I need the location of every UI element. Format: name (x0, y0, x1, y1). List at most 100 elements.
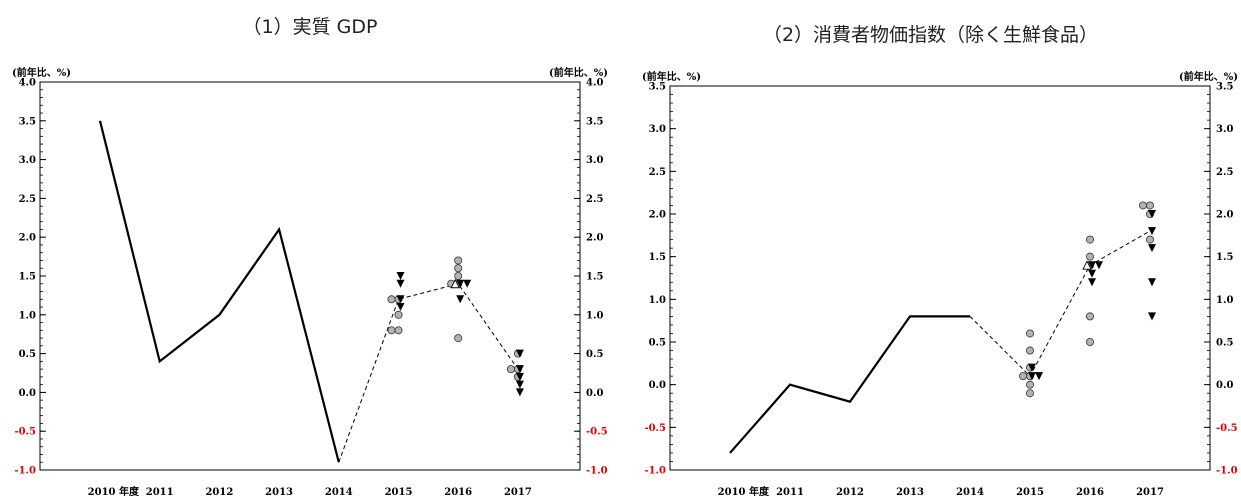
y-tick-label-right: -1.0 (586, 466, 608, 477)
y-tick-label-right: 0.0 (586, 388, 603, 399)
forecast-triangle-down-point (1088, 278, 1096, 287)
y-tick-label-left: -0.5 (14, 427, 36, 438)
y-tick-label-right: -0.5 (1216, 423, 1238, 434)
y-tick-label-right: 2.0 (586, 233, 603, 244)
forecast-triangle-down-point (1088, 261, 1096, 270)
forecast-triangle-down-point (1148, 227, 1156, 236)
forecast-triangle-down-point (1028, 372, 1036, 381)
x-tick-label: 2011 (776, 487, 804, 498)
forecast-triangle-down-point (515, 388, 524, 397)
y-tick-label-left: -0.5 (644, 423, 666, 434)
forecast-triangle-down-point (456, 279, 465, 288)
x-tick-label: 2017 (1136, 487, 1164, 498)
forecast-circle-point (454, 334, 463, 343)
y-tick-label-left: 3.5 (19, 116, 36, 127)
y-tick-label-right: 0.5 (586, 349, 603, 360)
forecast-triangle-up-point (1082, 260, 1092, 270)
unit-label-right: (前年比、%) (1179, 70, 1238, 83)
forecast-circle-point (454, 256, 463, 265)
x-tick-label: 2011 (146, 487, 174, 498)
y-tick-label-right: -0.5 (586, 427, 608, 438)
forecast-triangle-down-point (1095, 261, 1103, 270)
y-tick-label-right: 1.5 (586, 272, 603, 283)
y-tick-label-right: 1.5 (1216, 252, 1233, 263)
y-tick-label-right: 2.5 (1216, 167, 1233, 178)
forecast-triangle-down-point (396, 279, 405, 288)
plot-frame (39, 81, 581, 471)
unit-label-right: (前年比、%) (549, 66, 608, 79)
y-tick-label-right: 2.0 (1216, 210, 1233, 221)
chart-real-gdp: （1）実質 GDP 4.0 4.0 3.5 3.5 3.0 3.0 2.5 2.5 2.0 2.0… (0, 0, 620, 502)
forecast-triangle-down-point (515, 349, 524, 358)
forecast-circle-point (1025, 389, 1034, 398)
forecast-circle-point (1085, 252, 1094, 261)
y-tick-label-left: 0.0 (649, 380, 666, 391)
y-tick-label-left: 2.0 (649, 210, 666, 221)
x-tick-label: 2010 年度 (718, 485, 770, 498)
forecast-circle-point (1146, 201, 1155, 210)
forecast-triangle-down-point (396, 295, 405, 304)
forecast-triangle-up-point (450, 278, 460, 289)
y-tick-label-left: 0.0 (19, 388, 36, 399)
y-tick-label-right: 3.5 (586, 116, 603, 127)
y-tick-label-left: 1.5 (19, 272, 36, 283)
series-forecast-median-line (969, 230, 1151, 377)
x-tick-label: 2016 (444, 487, 472, 498)
x-tick-label: 2012 (205, 487, 233, 498)
y-tick-label-left: 2.0 (19, 233, 36, 244)
forecast-triangle-down-point (396, 303, 405, 312)
x-tick-label: 2016 (1076, 487, 1104, 498)
y-tick-label-left: 4.0 (19, 78, 36, 89)
forecast-circle-point (387, 326, 396, 335)
forecast-circle-point (1085, 312, 1094, 321)
y-tick-label-left: 2.5 (19, 194, 36, 205)
forecast-triangle-down-point (1148, 244, 1156, 253)
unit-label-left: (前年比、%) (12, 66, 71, 79)
real-gdp-plot: 4.0 4.0 3.5 3.5 3.0 3.0 2.5 2.5 2.0 2.0 1.5 1.5 1.0 1… (12, 66, 608, 498)
x-tick-label: 2013 (896, 487, 924, 498)
unit-label-left: (前年比、%) (642, 70, 701, 83)
forecast-circle-point (454, 264, 463, 273)
x-tick-label: 2015 (385, 487, 413, 498)
forecast-circle-point (1139, 201, 1148, 210)
forecast-circle-point (1018, 372, 1027, 381)
y-tick-label-right: 1.0 (1216, 295, 1233, 306)
forecast-triangle-down-point (1028, 363, 1036, 372)
forecast-triangle-down-point (1148, 210, 1156, 218)
forecast-triangle-down-point (1035, 372, 1043, 381)
y-tick-label-left: 0.5 (649, 338, 666, 349)
forecast-triangle-down-point (396, 272, 405, 280)
y-tick-label-right: 0.5 (1216, 338, 1233, 349)
forecast-circle-point (1025, 329, 1034, 338)
forecast-triangle-down-point (463, 279, 472, 288)
series-actual-line (98, 120, 340, 463)
x-tick-label: 2012 (836, 487, 864, 498)
y-tick-label-left: 1.0 (649, 295, 666, 306)
forecast-circle-point (1146, 235, 1155, 244)
y-tick-label-left: 0.5 (19, 349, 36, 360)
y-tick-label-left: 3.0 (649, 124, 666, 135)
x-tick-label: 2014 (325, 487, 353, 498)
forecast-circle-point (1085, 235, 1094, 244)
forecast-triangle-down-point (1148, 312, 1156, 321)
y-tick-label-left: 1.5 (649, 252, 666, 263)
y-tick-label-left: 2.5 (649, 167, 666, 178)
y-tick-label-left: 3.0 (19, 155, 36, 166)
forecast-circle-point (387, 295, 396, 304)
x-tick-label: 2014 (956, 487, 984, 498)
x-tick-label: 2013 (265, 487, 293, 498)
plot-frame (669, 85, 1211, 471)
x-tick-label: 2010 年度 (88, 485, 140, 498)
forecast-circle-point (1085, 337, 1094, 346)
forecast-triangle-down-point (515, 380, 524, 389)
forecast-circle-point (454, 271, 463, 280)
forecast-triangle-down-point (515, 372, 524, 381)
series-actual-line (729, 315, 970, 454)
y-tick-label-right: 3.0 (1216, 124, 1233, 135)
forecast-triangle-down-point (1088, 269, 1096, 278)
forecast-circle-point (1025, 380, 1034, 389)
forecast-circle-point (1025, 346, 1034, 355)
chart-title: （2）消費者物価指数（除く生鮮食品） (762, 24, 1099, 46)
y-tick-label-left: 1.0 (19, 310, 36, 321)
forecast-triangle-down-point (1148, 278, 1156, 287)
